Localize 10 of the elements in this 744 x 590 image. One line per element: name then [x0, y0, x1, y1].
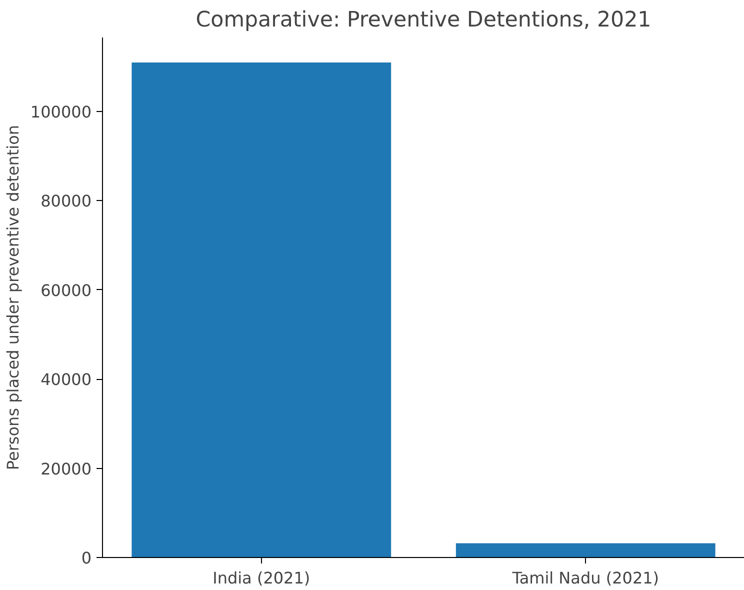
y-tick-label: 100000: [30, 102, 92, 122]
y-tick-label: 40000: [40, 370, 92, 390]
y-axis-title: Persons placed under preventive detention: [3, 124, 22, 470]
y-tick-label: 20000: [40, 459, 92, 478]
x-tick-label: Tamil Nadu (2021): [511, 568, 660, 588]
y-tick-label: 60000: [40, 280, 92, 300]
y-tick-label: 0: [81, 548, 92, 568]
chart-title: Comparative: Preventive Detentions, 2021: [196, 8, 652, 32]
y-tick-label: 80000: [40, 192, 92, 211]
x-tick-label: India (2021): [212, 568, 310, 588]
